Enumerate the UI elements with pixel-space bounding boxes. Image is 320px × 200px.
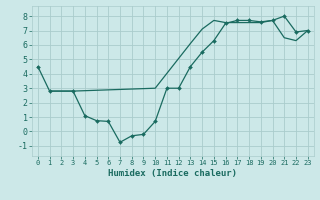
X-axis label: Humidex (Indice chaleur): Humidex (Indice chaleur): [108, 169, 237, 178]
